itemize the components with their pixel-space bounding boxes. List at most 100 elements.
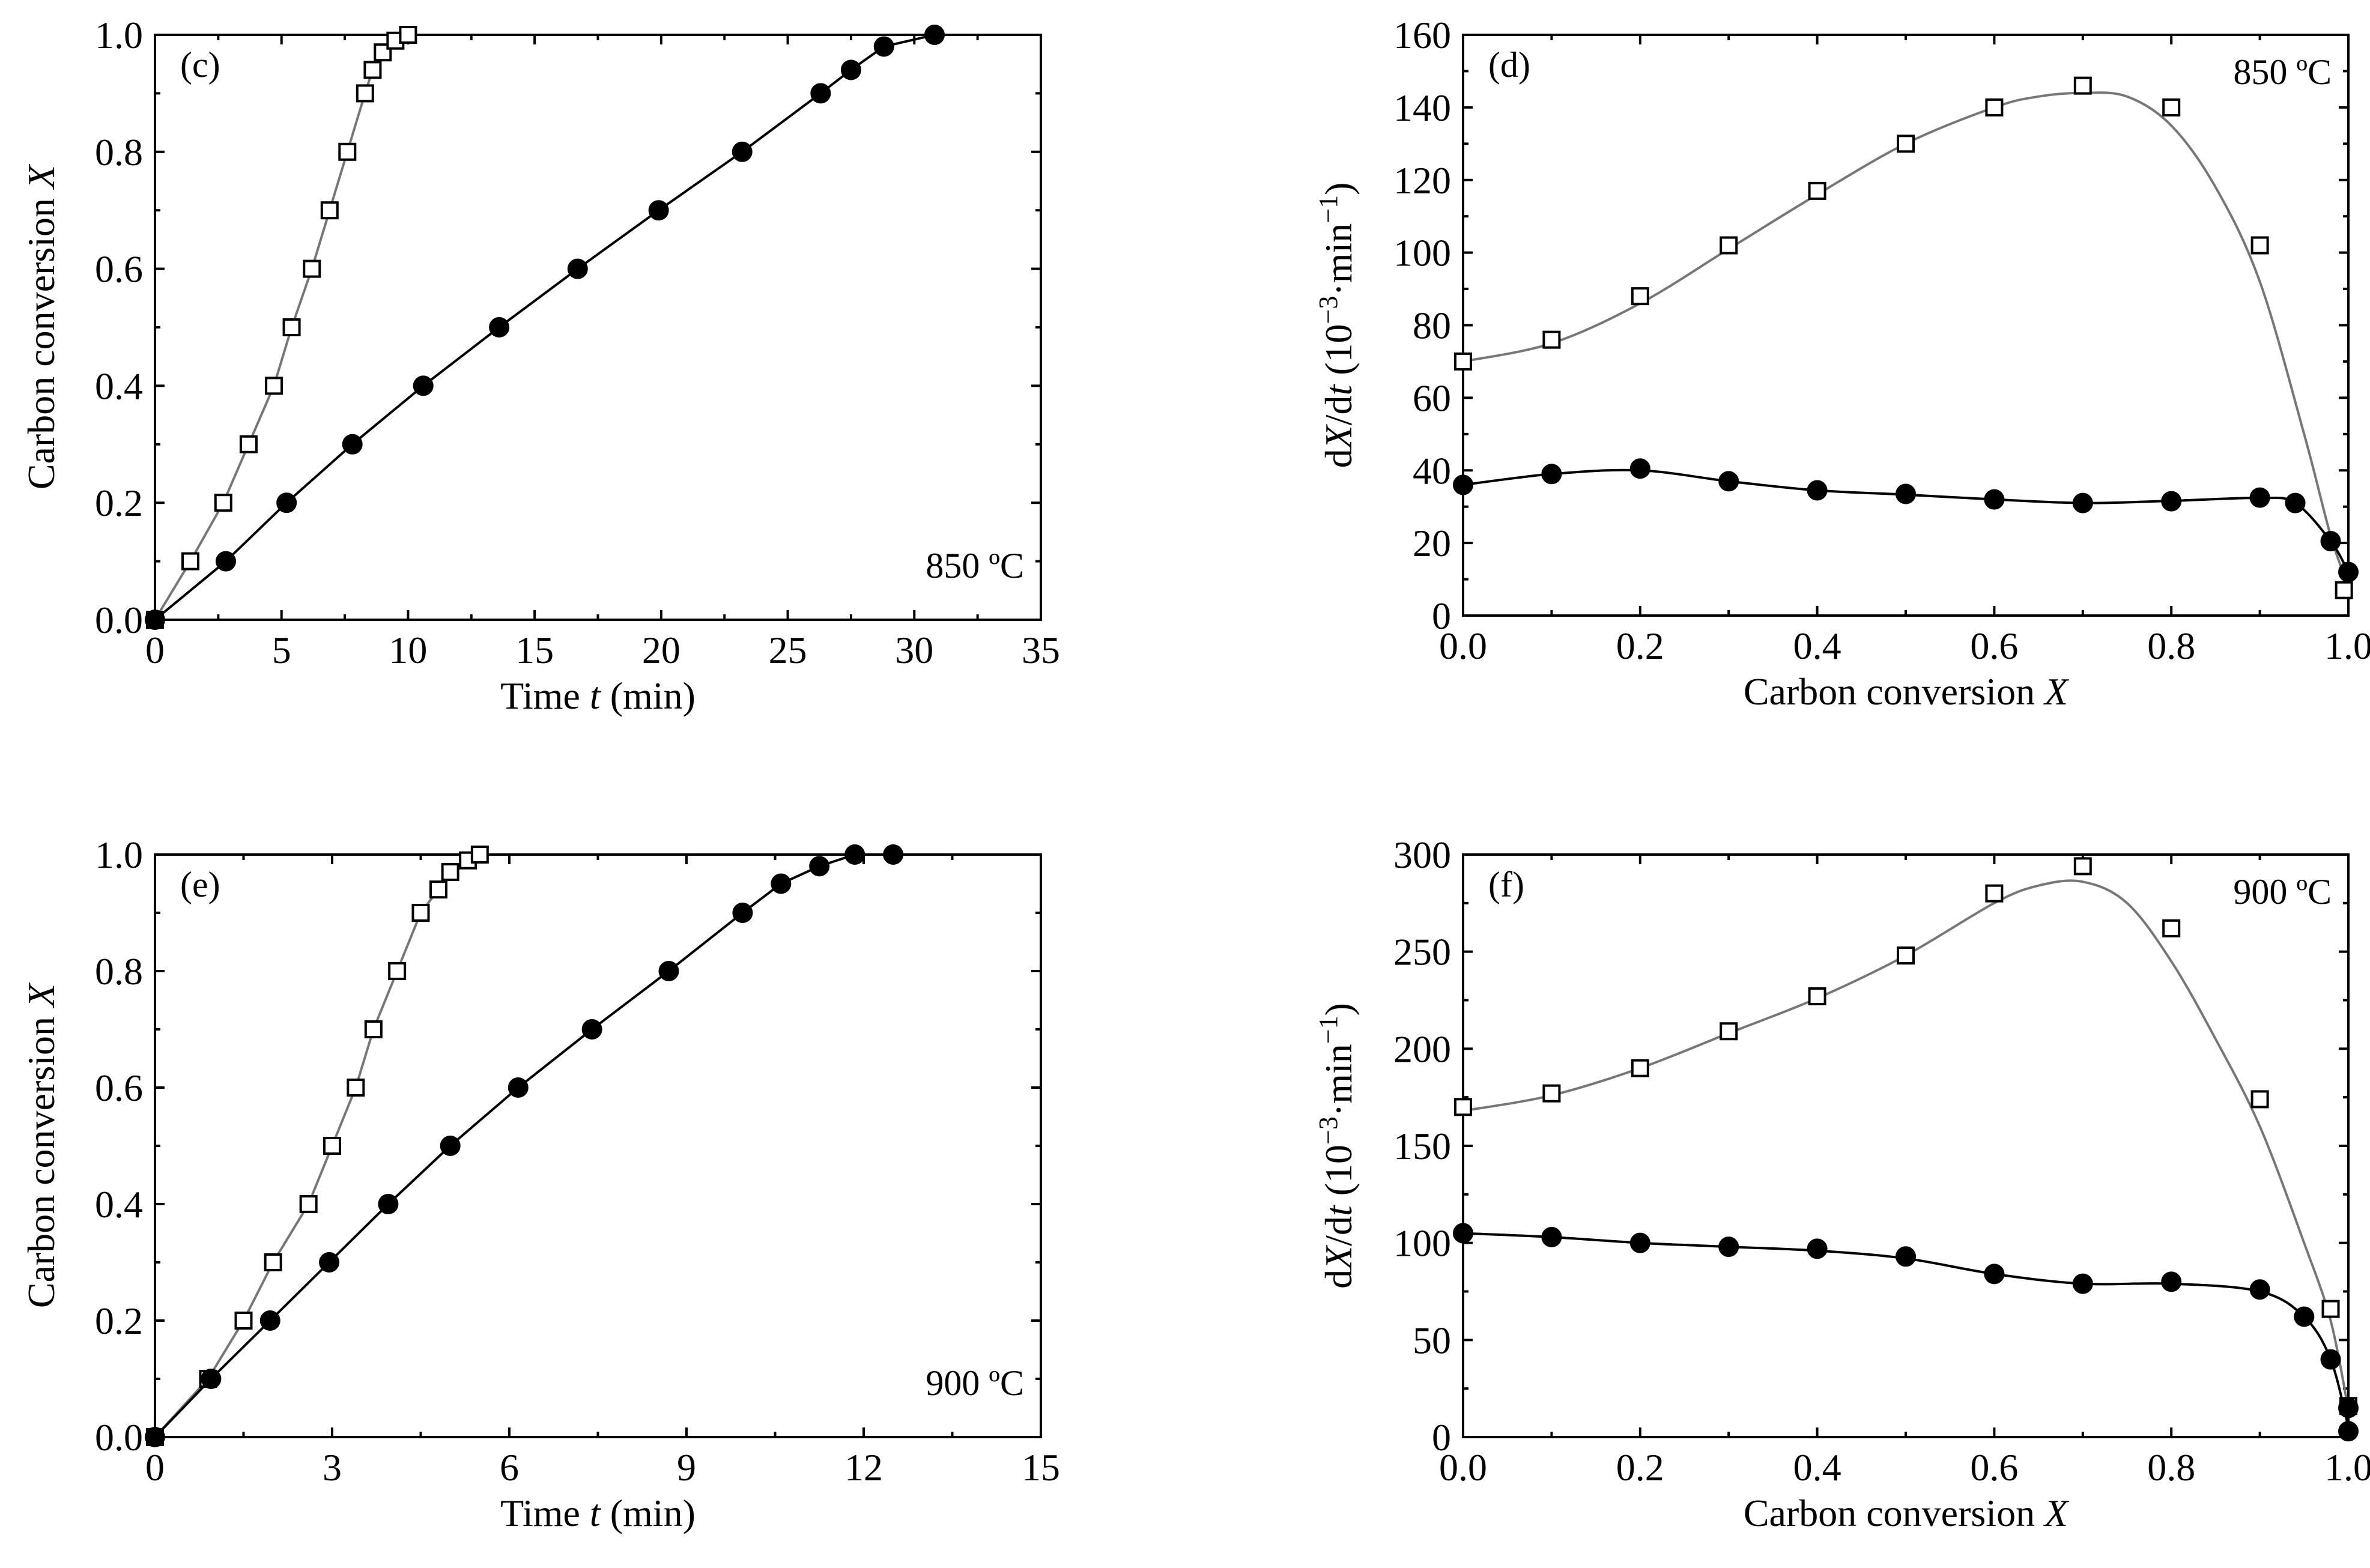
y-tick-label: 0.6: [95, 1067, 143, 1109]
data-point-open-square: [1454, 1098, 1472, 1116]
y-tick-label: 0.8: [95, 950, 143, 993]
y-axis-label-unit-mid: ·min: [1317, 223, 1360, 296]
data-point-filled-circle: [145, 1427, 165, 1447]
y-tick-label: 100: [1393, 1222, 1451, 1265]
x-tick-label: 0: [145, 1446, 165, 1489]
y-tick-label: 150: [1393, 1125, 1451, 1167]
data-point-open-square: [363, 61, 382, 79]
x-axis-label-text: Carbon conversion: [1744, 1492, 2044, 1534]
data-point-filled-circle: [1541, 1226, 1562, 1247]
data-point-open-square: [264, 1253, 282, 1271]
data-point-filled-circle: [1718, 471, 1739, 492]
y-axis-label-var2: t: [1317, 384, 1360, 396]
y-axis-label: Carbon conversion X: [20, 163, 62, 489]
data-point-open-square: [1720, 236, 1738, 255]
y-tick-label: 0: [1432, 1416, 1451, 1459]
data-point-filled-circle: [2294, 1306, 2315, 1327]
x-tick-label: 12: [844, 1446, 883, 1489]
x-tick-label: 0.2: [1616, 625, 1664, 667]
data-point-filled-circle: [883, 844, 904, 865]
data-point-open-square: [323, 1137, 341, 1155]
data-point-open-square: [1808, 987, 1826, 1006]
y-axis-label-var: X: [1317, 423, 1360, 450]
y-tick-label: 140: [1393, 86, 1451, 129]
y-axis-label: dX/dt (10−3·min−1): [1314, 1003, 1360, 1289]
data-point-open-square: [1985, 884, 2004, 903]
data-point-filled-circle: [567, 258, 588, 279]
data-point-filled-circle: [809, 856, 830, 877]
data-point-open-square: [1985, 98, 2004, 117]
x-tick-label: 0.8: [2147, 1446, 2195, 1489]
y-axis-label: Carbon conversion X: [20, 982, 62, 1308]
data-point-filled-circle: [2249, 487, 2270, 508]
x-axis-label-var: X: [2043, 670, 2070, 713]
x-axis-label-text: Carbon conversion: [1744, 670, 2044, 713]
y-tick-label: 1.0: [95, 14, 143, 56]
data-point-filled-circle: [2161, 491, 2182, 512]
x-tick-label: 10: [389, 629, 427, 671]
data-point-open-square: [374, 43, 392, 62]
data-point-open-square: [1542, 1084, 1561, 1103]
data-point-open-square: [470, 846, 489, 864]
y-tick-label: 0.2: [95, 482, 143, 524]
x-tick-label: 15: [1022, 1446, 1060, 1489]
y-axis-label-exponent: −3: [1314, 1116, 1343, 1145]
data-point-filled-circle: [2285, 492, 2306, 513]
x-axis-label-text: Time: [500, 1492, 590, 1534]
data-point-open-square: [181, 552, 199, 571]
data-point-filled-circle: [508, 1077, 529, 1098]
y-tick-label: 0.0: [95, 599, 143, 641]
data-point-filled-circle: [1984, 489, 2005, 510]
data-point-filled-circle: [2338, 562, 2359, 583]
data-point-open-square: [347, 1079, 365, 1097]
data-point-filled-circle: [844, 844, 865, 865]
x-tick-label: 35: [1022, 629, 1060, 671]
data-point-open-square: [2162, 98, 2181, 117]
x-tick-label: 0.0: [1439, 625, 1487, 667]
y-axis-label-var: X: [20, 982, 62, 1009]
data-point-open-square: [1808, 181, 1826, 200]
y-axis-label-exponent: −1: [1314, 1016, 1343, 1044]
y-axis-label-unit-mid: ·min: [1317, 1044, 1360, 1116]
data-point-open-square: [239, 435, 258, 453]
series-line-open-squares: [1462, 91, 2350, 587]
y-axis-label-text: Carbon conversion: [20, 189, 62, 489]
data-point-open-square: [338, 142, 357, 161]
y-tick-label: 1.0: [95, 834, 143, 876]
y-tick-label: 160: [1393, 14, 1451, 56]
temperature-annotation: 900 ºC: [2233, 872, 2332, 912]
data-point-filled-circle: [1453, 474, 1473, 495]
data-point-open-square: [388, 962, 407, 980]
data-point-filled-circle: [145, 610, 165, 630]
panel-e: 0 3 6 9 12 15 0.0 0.2 0.4 0.6 0.8 1.0 Time t (min) Ca…: [20, 834, 1060, 1534]
data-point-open-square: [1897, 135, 1915, 153]
data-point-open-square: [214, 494, 232, 512]
y-tick-label: 300: [1393, 834, 1451, 876]
y-axis-label-close: ): [1317, 183, 1360, 195]
x-axis-label-unit: (min): [601, 1492, 696, 1534]
data-point-filled-circle: [2072, 492, 2093, 513]
x-tick-label: 0.0: [1439, 1446, 1487, 1489]
data-point-open-square: [1542, 330, 1561, 349]
data-point-filled-circle: [840, 59, 861, 80]
data-point-filled-circle: [2249, 1279, 2270, 1300]
x-axis-label-unit: (min): [601, 674, 696, 717]
x-axis-label-var: t: [590, 674, 602, 717]
y-tick-label: 20: [1413, 522, 1451, 565]
y-tick-label: 100: [1393, 232, 1451, 274]
y-axis-label-close: ): [1317, 1003, 1360, 1016]
y-tick-label: 0.6: [95, 248, 143, 291]
y-axis-label-unit: (10: [1317, 1145, 1360, 1205]
x-tick-label: 0.4: [1793, 1446, 1841, 1489]
y-tick-label: 60: [1413, 377, 1451, 419]
data-point-filled-circle: [732, 903, 753, 923]
x-tick-label: 0.2: [1616, 1446, 1664, 1489]
y-axis-label-text: d: [1317, 449, 1360, 468]
data-point-open-square: [411, 904, 430, 922]
x-tick-label: 0.6: [1970, 1446, 2018, 1489]
data-point-open-square: [1454, 352, 1472, 371]
y-tick-label: 0.4: [95, 1183, 143, 1226]
x-tick-label: 25: [769, 629, 807, 671]
data-point-filled-circle: [873, 36, 894, 57]
data-point-filled-circle: [378, 1194, 399, 1214]
